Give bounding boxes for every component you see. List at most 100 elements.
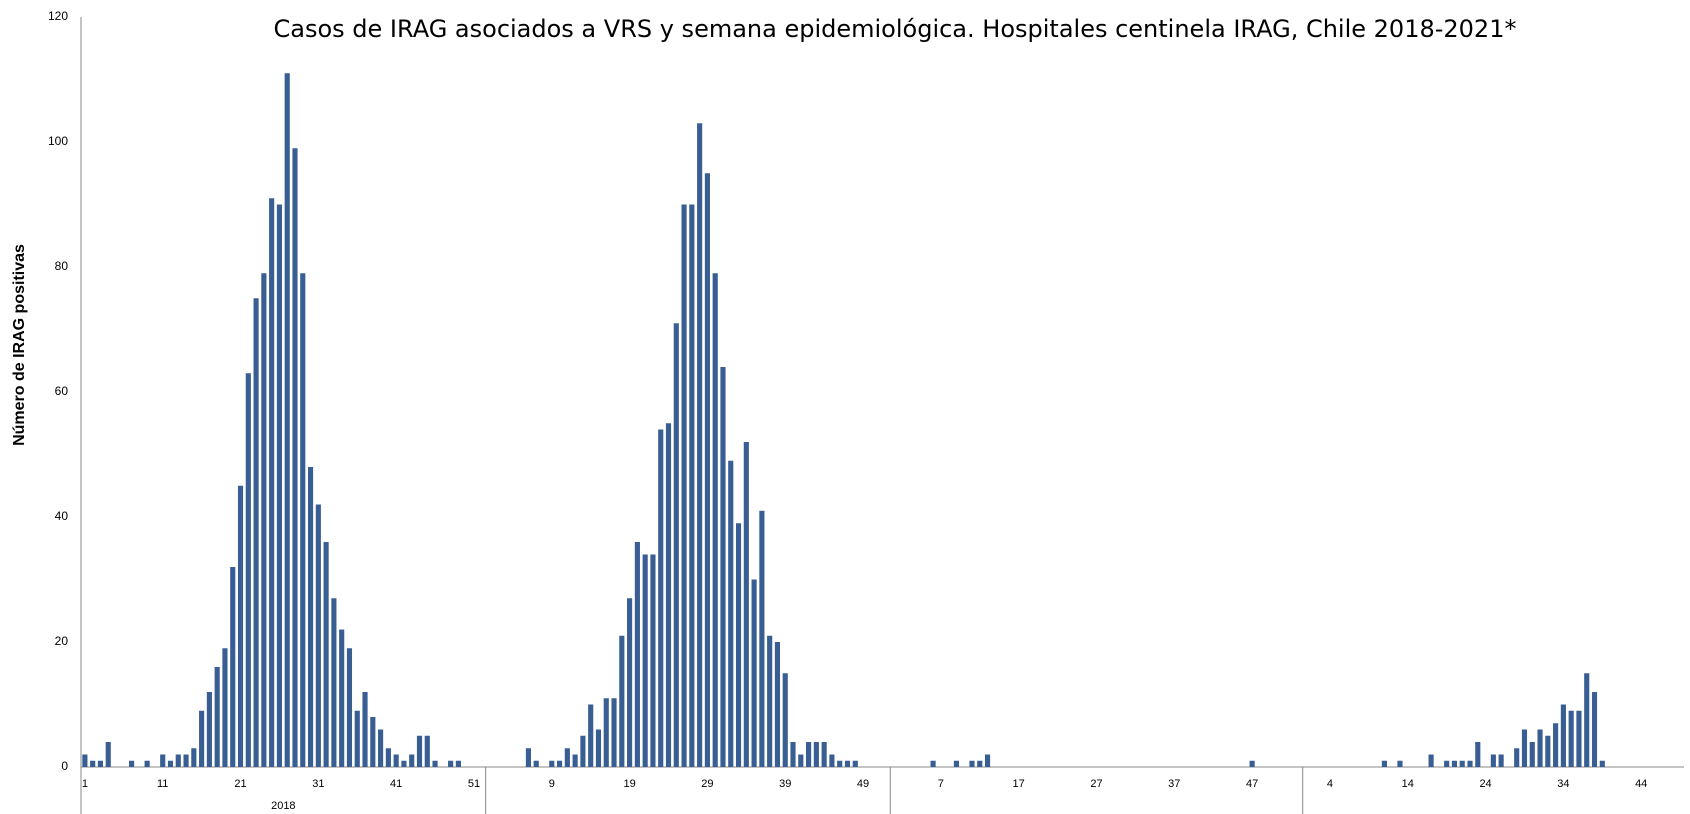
- x-tick-label: 4: [1327, 778, 1333, 790]
- x-tick-label: 17: [1013, 778, 1025, 790]
- x-tick-label: 14: [1402, 778, 1414, 790]
- bar: [798, 754, 804, 767]
- bar: [331, 598, 337, 767]
- x-tick-label: 11: [157, 778, 168, 790]
- bar: [214, 667, 220, 767]
- bar: [1514, 748, 1520, 767]
- bar: [90, 760, 96, 767]
- bar: [969, 760, 975, 767]
- y-tick-label: 60: [55, 384, 69, 398]
- y-tick-label: 20: [55, 634, 69, 648]
- bar: [1553, 723, 1559, 767]
- bar: [1568, 710, 1574, 767]
- bar: [681, 204, 687, 767]
- x-tick-label: 37: [1168, 778, 1180, 790]
- x-tick-label: 7: [938, 778, 944, 790]
- bar: [1584, 673, 1590, 767]
- bar: [129, 760, 135, 767]
- bar: [697, 123, 703, 767]
- bar: [346, 648, 353, 767]
- bar: [930, 760, 936, 767]
- bar: [206, 692, 212, 767]
- bar: [269, 198, 275, 767]
- bar: [1475, 742, 1481, 767]
- bar: [1459, 760, 1465, 767]
- bar: [588, 704, 594, 767]
- bar: [704, 173, 710, 767]
- bar: [1249, 760, 1255, 767]
- x-tick-label: 9: [549, 778, 555, 790]
- bar: [634, 542, 640, 767]
- bar: [292, 148, 298, 767]
- bar: [595, 729, 602, 767]
- bar: [230, 567, 236, 767]
- bar: [307, 467, 314, 767]
- x-tick-label: 27: [1090, 778, 1102, 790]
- x-tick-label: 41: [390, 778, 402, 790]
- y-tick-label: 0: [61, 759, 68, 773]
- bar: [673, 323, 679, 767]
- x-tick-label: 19: [623, 778, 635, 790]
- bar: [385, 748, 391, 767]
- x-tick-label: 47: [1246, 778, 1258, 790]
- bar: [354, 710, 360, 767]
- x-tick-label: 29: [701, 778, 713, 790]
- bar: [160, 754, 166, 767]
- bar: [627, 598, 633, 767]
- bar: [603, 698, 609, 767]
- bar: [378, 729, 384, 767]
- bar: [953, 760, 959, 767]
- bar: [735, 523, 742, 767]
- bar: [448, 760, 454, 767]
- bar: [144, 760, 150, 767]
- bar: [611, 698, 617, 767]
- bar: [401, 760, 407, 767]
- bar: [1537, 729, 1543, 767]
- bar: [323, 542, 329, 767]
- bar: [782, 673, 788, 767]
- bar: [852, 760, 858, 767]
- bar: [237, 485, 244, 767]
- bar: [1591, 692, 1598, 767]
- bar: [1490, 754, 1496, 767]
- bar: [743, 442, 749, 767]
- bar: [1576, 710, 1582, 767]
- bar: [774, 642, 781, 767]
- x-tick-label: 51: [468, 778, 480, 790]
- bar: [806, 742, 812, 767]
- bar: [82, 754, 88, 767]
- bar: [370, 717, 376, 767]
- bar: [728, 460, 734, 767]
- bar: [650, 554, 656, 767]
- bar: [751, 579, 757, 767]
- bar: [533, 760, 539, 767]
- bar: [167, 760, 174, 767]
- bar: [199, 710, 205, 767]
- y-tick-label: 40: [55, 509, 69, 523]
- bar: [276, 204, 282, 767]
- bar: [1560, 704, 1566, 767]
- bar: [759, 510, 765, 767]
- y-tick-label: 80: [55, 259, 69, 273]
- bar: [393, 754, 399, 767]
- x-tick-label: 49: [857, 778, 869, 790]
- bar: [619, 635, 625, 767]
- x-tick-label: 24: [1479, 778, 1491, 790]
- bar: [1397, 760, 1403, 767]
- bar: [191, 748, 197, 767]
- bar: [362, 692, 368, 767]
- bar: [432, 760, 438, 767]
- bar: [284, 73, 290, 767]
- bar: [175, 754, 181, 767]
- bar: [720, 367, 726, 767]
- bar: [665, 423, 672, 767]
- bar: [564, 748, 570, 767]
- x-tick-label: 44: [1635, 778, 1647, 790]
- bar: [1529, 742, 1535, 767]
- x-tick-label: 21: [234, 778, 246, 790]
- bar: [689, 204, 695, 767]
- x-tick-label: 39: [779, 778, 791, 790]
- bar: [455, 760, 461, 767]
- y-axis-label: Número de IRAG positivas: [11, 244, 28, 446]
